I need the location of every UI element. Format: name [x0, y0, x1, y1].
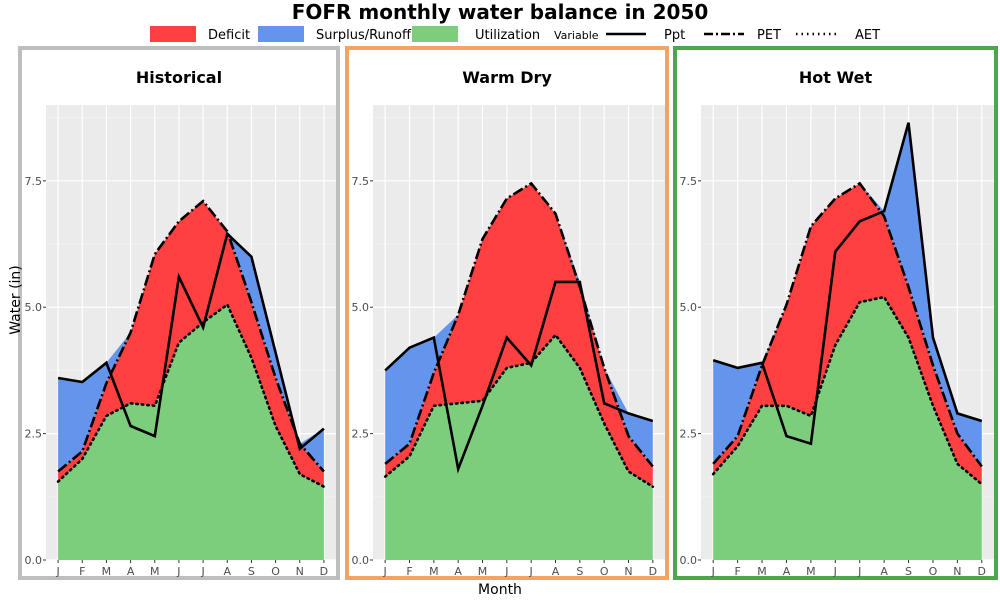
legend-label: Ppt [664, 28, 685, 43]
pet-line [57, 199, 325, 473]
ppt-line [57, 231, 325, 452]
y-tick-label: 7.5 [680, 175, 698, 188]
y-tick-label: 0.0 [25, 554, 43, 567]
x-tick-label: O [271, 565, 280, 578]
x-tick-label: S [905, 565, 912, 578]
x-tick-label: J [383, 565, 387, 578]
aet-line [711, 295, 984, 486]
x-tick-label: J [176, 565, 180, 578]
deficit-area [58, 201, 324, 487]
x-tick-label: F [734, 565, 740, 578]
ppt-line [712, 122, 983, 446]
utilization-area [713, 297, 982, 560]
x-tick-label: N [624, 565, 632, 578]
y-tick-label: 5.0 [352, 301, 370, 314]
y-tick-label: 7.5 [25, 175, 43, 188]
y-tick-label: 0.0 [352, 554, 370, 567]
y-tick-label: 0.0 [680, 554, 698, 567]
deficit-area [713, 183, 982, 485]
utilization-area [385, 335, 653, 560]
legend-label: Utilization [475, 28, 540, 43]
x-tick-label: O [600, 565, 609, 578]
legend-key-utilization [412, 26, 458, 42]
aet-line [383, 332, 655, 489]
x-tick-label: J [200, 565, 204, 578]
legend-variable-title: Variable [554, 29, 599, 42]
pet-line [712, 181, 983, 468]
x-tick-label: D [320, 565, 328, 578]
panel-title: Hot Wet [799, 68, 873, 87]
x-tick-label: O [929, 565, 938, 578]
y-tick-label: 5.0 [25, 301, 43, 314]
y-tick-label: 2.5 [352, 428, 370, 441]
panel-title: Historical [136, 68, 222, 87]
legend: Deficit Surplus/Runoff Utilization Variable… [150, 26, 880, 43]
x-tick-label: A [880, 565, 888, 578]
legend-key-deficit [150, 26, 196, 42]
x-tick-label: M [429, 565, 439, 578]
ppt-line [384, 280, 654, 474]
x-tick-label: S [248, 565, 255, 578]
x-tick-label: A [454, 565, 462, 578]
y-tick-label: 2.5 [25, 428, 43, 441]
x-tick-label: M [102, 565, 112, 578]
y-tick-label: 5.0 [680, 301, 698, 314]
utilization-area [58, 304, 324, 560]
x-tick-label: M [806, 565, 816, 578]
x-tick-label: S [576, 565, 583, 578]
x-tick-label: M [757, 565, 767, 578]
x-tick-label: M [150, 565, 160, 578]
x-tick-label: A [552, 565, 560, 578]
x-tick-label: J [833, 565, 837, 578]
panel-warm-dry: Warm Dry 0.0 2.5 5.0 7.5 J F M A M J J A S O N D [345, 46, 669, 580]
x-tick-label: D [649, 565, 657, 578]
x-tick-label: N [296, 565, 304, 578]
x-tick-label: M [478, 565, 488, 578]
x-axis-label: Month [478, 582, 522, 598]
x-tick-label: J [711, 565, 715, 578]
x-tick-label: D [978, 565, 986, 578]
x-tick-label: A [127, 565, 135, 578]
panel-hot-wet: Hot Wet 0.0 2.5 5.0 7.5 J F M A M J J A S O N D [673, 46, 998, 580]
y-axis-label: Water (in) [8, 265, 24, 335]
chart-title: FOFR monthly water balance in 2050 [291, 0, 709, 24]
aet-line [56, 302, 326, 489]
legend-label: Deficit [208, 28, 250, 43]
deficit-area [385, 183, 653, 487]
x-tick-label: J [504, 565, 508, 578]
pet-line [384, 181, 654, 468]
panel-historical: Historical 0.0 2.5 5.0 7.5 J F M A M J J A S O N D [18, 46, 340, 580]
x-tick-label: J [529, 565, 533, 578]
x-tick-label: J [55, 565, 59, 578]
legend-label: PET [757, 28, 781, 43]
x-tick-label: A [223, 565, 231, 578]
x-tick-label: J [857, 565, 861, 578]
panel-title: Warm Dry [462, 68, 552, 87]
x-tick-label: F [406, 565, 412, 578]
x-tick-label: N [953, 565, 961, 578]
surplus-area [713, 122, 982, 467]
legend-label: AET [855, 28, 880, 43]
legend-key-surplus-runoff [258, 26, 304, 42]
y-tick-label: 7.5 [352, 175, 370, 188]
x-tick-label: F [79, 565, 85, 578]
y-tick-label: 2.5 [680, 428, 698, 441]
x-tick-label: A [783, 565, 791, 578]
legend-label: Surplus/Runoff [316, 28, 412, 43]
